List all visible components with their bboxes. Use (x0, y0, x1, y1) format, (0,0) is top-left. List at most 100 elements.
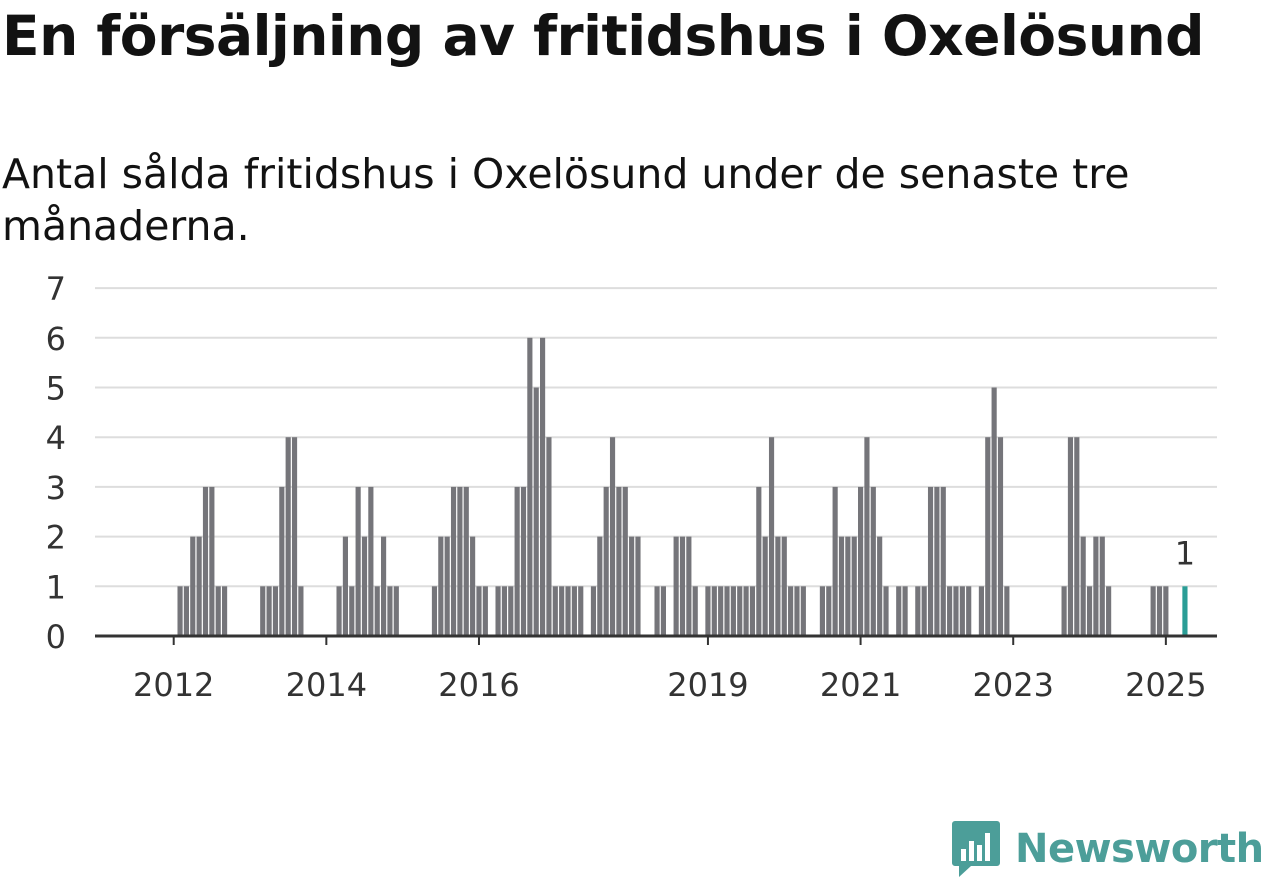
bar (629, 536, 635, 636)
bar (743, 586, 749, 636)
bar (578, 586, 584, 636)
bar (457, 486, 463, 636)
bar (393, 586, 399, 636)
bar (291, 437, 298, 636)
bar (1067, 437, 1074, 636)
bar (730, 586, 736, 636)
bar (1156, 586, 1163, 636)
bar (775, 536, 781, 636)
bar (826, 586, 832, 636)
bar (953, 586, 959, 636)
bar (654, 586, 660, 636)
bar (222, 586, 228, 636)
bar (1074, 437, 1080, 636)
bar (947, 586, 953, 636)
bar-chart-speech-bubble-icon (952, 821, 1000, 877)
brand-name: Newsworthy (1015, 826, 1262, 872)
bars (177, 337, 1188, 636)
bar (781, 536, 787, 636)
y-tick-label: 4 (46, 419, 66, 457)
y-tick-label: 2 (46, 519, 66, 557)
bar (718, 586, 724, 636)
bar (177, 586, 183, 636)
bar (966, 586, 972, 636)
bar (788, 586, 794, 636)
bar (749, 586, 756, 636)
bar (336, 586, 342, 636)
bar (679, 536, 686, 636)
bar (762, 536, 768, 636)
bar (438, 536, 444, 636)
bar (552, 586, 558, 636)
bar (183, 586, 189, 636)
bar (520, 486, 527, 636)
y-tick-label: 0 (46, 618, 66, 656)
x-axis-ticks: 2012 2014 2016 2019 2021 2023 2025 (133, 636, 1207, 704)
bar (737, 586, 743, 636)
bar (877, 536, 883, 636)
bar (660, 586, 666, 636)
bar (940, 486, 946, 636)
bar (635, 536, 641, 636)
bar (444, 536, 450, 636)
y-axis-ticks: 0 1 2 3 4 5 6 7 (46, 270, 66, 656)
bar (756, 486, 762, 636)
y-tick-label: 6 (46, 320, 66, 358)
highlight-annotation: 1 (1175, 534, 1195, 572)
bar (431, 586, 438, 636)
bar (851, 536, 857, 636)
bar (883, 586, 889, 636)
bar (902, 586, 908, 636)
bar (495, 586, 501, 636)
y-tick-label: 3 (46, 469, 66, 507)
bar (349, 586, 355, 636)
bar (285, 437, 291, 636)
bar (374, 586, 380, 636)
bar (1061, 586, 1067, 636)
bar (870, 486, 876, 636)
bar (985, 437, 991, 636)
brand-logo: Newsworthy (951, 818, 1262, 880)
x-tick-label: 2021 (820, 666, 901, 704)
bar (705, 586, 711, 636)
bar (838, 536, 845, 636)
bar (571, 586, 577, 636)
bar (1086, 586, 1093, 636)
bar (381, 536, 387, 636)
bar (527, 337, 533, 636)
chart-subtitle: Antal sålda fritidshus i Oxelösund under… (2, 150, 1130, 250)
bar (1163, 586, 1169, 636)
bar (724, 586, 730, 636)
bar (1150, 586, 1156, 636)
y-tick-label: 1 (46, 568, 66, 606)
bar (800, 586, 806, 636)
bar (597, 536, 603, 636)
bar (609, 437, 616, 636)
bar (298, 586, 304, 636)
highlight-bar (1182, 586, 1188, 636)
bar (540, 337, 546, 636)
bar (959, 586, 965, 636)
bar (858, 486, 864, 636)
bar (1093, 536, 1099, 636)
bar (260, 586, 266, 636)
bar (470, 536, 476, 636)
bar (361, 536, 368, 636)
bar (616, 486, 622, 636)
bar (692, 586, 698, 636)
bar (387, 586, 393, 636)
bar (196, 536, 202, 636)
bar (279, 486, 285, 636)
bar (546, 437, 552, 636)
bar (896, 586, 902, 636)
x-tick-label: 2019 (667, 666, 748, 704)
bar (190, 536, 196, 636)
bar (476, 586, 482, 636)
bar (202, 486, 209, 636)
bar (482, 586, 488, 636)
bar (832, 486, 838, 636)
x-tick-label: 2025 (1125, 666, 1206, 704)
bar (768, 437, 775, 636)
highlight-value-label: 1 (1175, 534, 1195, 572)
bar (508, 586, 514, 636)
